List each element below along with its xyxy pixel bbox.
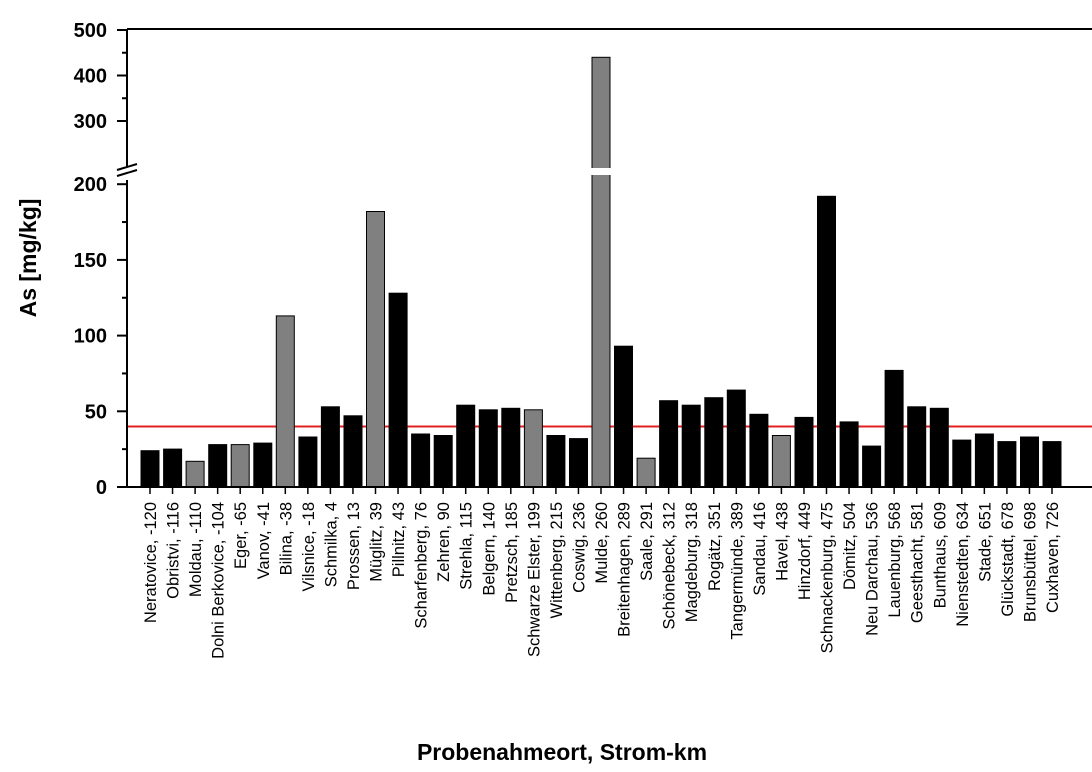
bar [929, 407, 949, 488]
category-label: Schnackenburg, 475 [819, 502, 837, 653]
category-label: Schönebeck, 312 [661, 502, 679, 630]
bar [974, 433, 994, 488]
category-label: Zehren, 90 [435, 502, 453, 582]
category-label: Brunsbüttel, 698 [1022, 502, 1040, 622]
bar [591, 56, 611, 488]
category-label: Sandau, 416 [751, 502, 769, 596]
bar [478, 409, 498, 488]
y-axis-title: As [mg/kg] [15, 199, 41, 318]
category-label: Stade, 651 [976, 502, 994, 582]
category-label: Strehla, 115 [458, 502, 476, 590]
bar [163, 448, 183, 488]
category-label: Hinzdorf, 449 [796, 502, 814, 600]
category-label: Cuxhaven, 726 [1044, 502, 1062, 613]
y-tick-label: 200 [74, 174, 107, 196]
y-tick-label: 150 [74, 250, 107, 272]
bar [997, 441, 1017, 488]
bar [1042, 441, 1062, 488]
category-label: Saale, 291 [638, 502, 656, 581]
bar [614, 345, 633, 488]
bar [343, 415, 363, 488]
category-label: Vanov, -41 [255, 502, 273, 579]
category-label: Müglitz, 39 [368, 502, 386, 582]
y-tick-label: 100 [74, 326, 107, 348]
y-tick-label: 500 [74, 20, 107, 42]
category-label: Scharfenberg, 76 [413, 502, 431, 629]
bar [952, 439, 972, 488]
y-tick-label: 400 [74, 66, 107, 88]
category-label: Geesthacht, 581 [909, 502, 927, 623]
category-label: Neu Darchau, 536 [864, 502, 882, 636]
y-tick-label: 300 [74, 111, 107, 133]
bar [907, 406, 927, 488]
bar [230, 444, 250, 488]
category-label: Magdeburg, 318 [683, 502, 701, 622]
y-tick-label: 50 [85, 401, 107, 423]
category-label: Tangermünde, 389 [728, 502, 746, 640]
category-label: Dolni Berkovice, -104 [210, 502, 228, 659]
category-label: Rogätz, 351 [706, 502, 724, 591]
category-label: Wittenberg, 215 [548, 502, 566, 618]
category-label: Obristvi, -116 [165, 502, 183, 599]
bar [456, 404, 476, 488]
bar [749, 413, 769, 488]
category-label: Belgern, 140 [480, 502, 498, 596]
category-label: Vilsnice, -18 [300, 502, 318, 592]
bar [546, 435, 566, 488]
bar [726, 389, 746, 488]
bar [636, 457, 656, 488]
bar [253, 442, 273, 488]
bar [704, 397, 724, 488]
category-label: Breitenhagen, 289 [616, 502, 634, 637]
category-label: Prossen, 13 [345, 502, 363, 590]
axis-break-mark [116, 169, 138, 177]
axis-break-mark [116, 163, 138, 171]
bar [839, 421, 859, 488]
bar [523, 409, 543, 488]
category-label: Nienstedten, 634 [954, 502, 972, 627]
bar [794, 416, 814, 488]
bars-layer [140, 56, 1062, 488]
category-label: Schmilka, 4 [322, 502, 340, 587]
category-label: Pillnitz, 43 [390, 502, 408, 577]
bar [817, 195, 836, 488]
bar [681, 404, 701, 488]
category-label: Lauenburg, 568 [886, 502, 904, 618]
category-label: Mulde, 260 [593, 502, 611, 584]
bar [771, 435, 791, 488]
bar [862, 445, 882, 488]
x-axis-title: Probenahmeort, Strom-km [417, 739, 707, 765]
bar [659, 400, 679, 488]
bar [320, 406, 340, 488]
axis-break-gap [590, 168, 612, 175]
bar [501, 407, 521, 488]
bar [208, 444, 228, 488]
category-label: Coswig, 236 [571, 502, 589, 593]
category-label: Schwarze Elster, 199 [525, 502, 543, 657]
bar [411, 433, 431, 488]
category-label: Moldau, -110 [187, 502, 205, 597]
bar [569, 438, 588, 488]
bar [275, 315, 295, 488]
bar [298, 436, 318, 488]
category-label: Pretzsch, 185 [503, 502, 521, 603]
bar [366, 211, 385, 488]
bar [388, 292, 408, 488]
y-tick-label: 0 [96, 477, 107, 499]
bar [140, 450, 160, 488]
bar [884, 369, 904, 488]
axis-layer: 0 50 100 150 200 300 400 500 [74, 20, 1092, 499]
category-label: Glückstadt, 678 [999, 502, 1017, 617]
category-label: Havel, 438 [773, 502, 791, 581]
category-label: Bilina, -38 [277, 502, 295, 575]
category-label: Bunthaus, 609 [931, 502, 949, 608]
category-label: Eger, -65 [232, 502, 250, 569]
category-label: Neratovice, -120 [142, 502, 160, 623]
bar [1020, 436, 1039, 488]
bar [185, 460, 205, 488]
category-label: Dömitz, 504 [841, 502, 859, 590]
category-labels-layer: Neratovice, -120 Obristvi, -116 Moldau, -1… [142, 502, 1062, 659]
bar [433, 435, 453, 488]
